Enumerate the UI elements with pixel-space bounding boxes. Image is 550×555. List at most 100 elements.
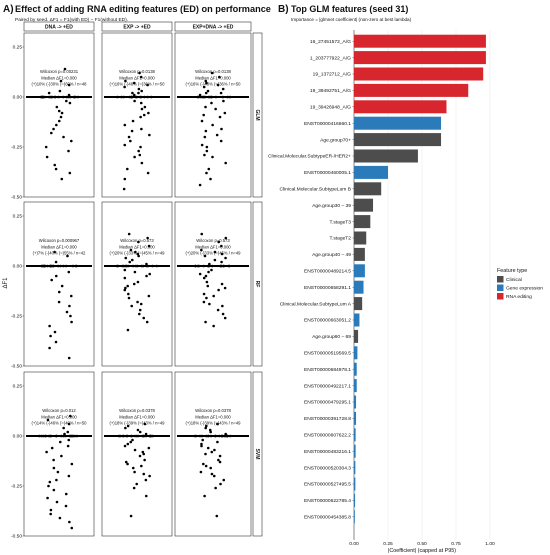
legend-swatch xyxy=(497,276,504,283)
y-tick-label: 0.25 xyxy=(13,384,23,390)
data-point xyxy=(136,428,140,432)
data-point xyxy=(206,434,210,438)
data-point xyxy=(199,470,203,474)
data-point xyxy=(123,85,126,89)
data-point xyxy=(216,83,220,87)
data-point xyxy=(209,434,213,438)
data-point xyxy=(50,278,53,282)
data-point xyxy=(144,478,148,482)
data-point xyxy=(140,264,143,268)
bar xyxy=(354,379,357,393)
data-point xyxy=(203,135,207,139)
data-point xyxy=(129,248,133,252)
stats-annotation: (+)7% (-)40% (=)55% / n=42 xyxy=(33,251,86,256)
data-point xyxy=(59,79,63,83)
data-point xyxy=(121,264,124,268)
data-point xyxy=(139,101,143,105)
data-point xyxy=(70,320,73,324)
stats-annotation: (+)18% (-)39% (=)43% / n=49 xyxy=(185,421,241,426)
data-point xyxy=(52,488,56,492)
data-point xyxy=(200,444,203,448)
data-point xyxy=(202,113,205,117)
category-label: ENST00000479295.1 xyxy=(304,400,351,406)
panel-a-title: Effect of adding RNA editing features (E… xyxy=(15,4,271,14)
bar xyxy=(354,231,367,245)
data-point xyxy=(132,93,136,97)
data-point xyxy=(211,155,214,159)
data-point xyxy=(124,79,127,83)
data-point xyxy=(202,264,205,268)
data-point xyxy=(210,101,213,105)
category-label: T.stageT3 xyxy=(330,219,352,225)
data-point xyxy=(145,320,149,324)
data-point xyxy=(61,95,65,99)
data-point xyxy=(57,95,60,99)
bar xyxy=(354,444,356,458)
bar xyxy=(354,493,356,507)
data-point xyxy=(200,119,204,123)
data-point xyxy=(205,145,209,149)
stats-annotation: Median ΔF1=0.000 xyxy=(41,414,77,419)
data-point xyxy=(48,324,51,328)
x-tick-label: 1.00 xyxy=(485,541,495,547)
data-point xyxy=(214,107,217,111)
facet-panel xyxy=(23,201,95,367)
data-point xyxy=(46,264,49,268)
data-point xyxy=(206,284,210,288)
bar xyxy=(354,411,357,425)
data-point xyxy=(42,264,46,268)
facet-panel xyxy=(101,371,173,537)
data-point xyxy=(210,450,214,454)
data-point xyxy=(122,187,126,191)
data-point xyxy=(210,268,213,272)
bar xyxy=(354,346,358,360)
data-point xyxy=(203,153,206,157)
data-point xyxy=(212,474,216,478)
data-point xyxy=(129,440,133,444)
data-point xyxy=(208,428,212,432)
data-point xyxy=(148,272,152,276)
data-point xyxy=(41,95,44,99)
category-label: Age.group60 – 69 xyxy=(312,334,351,340)
data-point xyxy=(138,308,142,312)
category-label: Clinical.Molecular.SubtypeLum A xyxy=(280,301,352,307)
category-label: 16_27451572_A/G xyxy=(310,39,351,45)
y-tick-label: -0.25 xyxy=(11,145,22,151)
bar xyxy=(354,34,486,48)
data-point xyxy=(49,512,52,516)
stats-annotation: (+)20% (-)33% (=)45% / n=49 xyxy=(185,251,241,256)
data-point xyxy=(146,171,150,175)
data-point xyxy=(64,492,68,496)
data-point xyxy=(200,232,204,236)
data-point xyxy=(226,95,230,99)
facet-panel xyxy=(101,201,173,367)
data-point xyxy=(116,264,120,268)
bar xyxy=(354,395,357,409)
data-point xyxy=(123,268,127,272)
data-point xyxy=(122,95,125,99)
data-point xyxy=(133,448,137,452)
data-point xyxy=(223,286,227,290)
data-point xyxy=(67,83,71,87)
data-point xyxy=(226,434,229,438)
data-point xyxy=(140,89,143,93)
data-point xyxy=(140,107,144,111)
data-point xyxy=(133,155,136,159)
facet-row-label: GLM xyxy=(254,109,260,120)
data-point xyxy=(217,288,220,292)
data-point xyxy=(222,434,226,438)
data-point xyxy=(142,434,146,438)
data-point xyxy=(54,167,58,171)
data-point xyxy=(64,504,68,508)
data-point xyxy=(70,139,73,143)
stats-annotation: Wilcoxon p=0.573 xyxy=(120,238,154,243)
data-point xyxy=(57,109,61,113)
data-point xyxy=(227,264,231,268)
data-point xyxy=(146,83,149,87)
data-point xyxy=(49,264,52,268)
data-point xyxy=(143,458,146,462)
data-point xyxy=(136,300,139,304)
facet-strip-column xyxy=(23,21,95,32)
category-label: ENST00000391728.8 xyxy=(304,416,351,422)
data-point xyxy=(210,472,214,476)
